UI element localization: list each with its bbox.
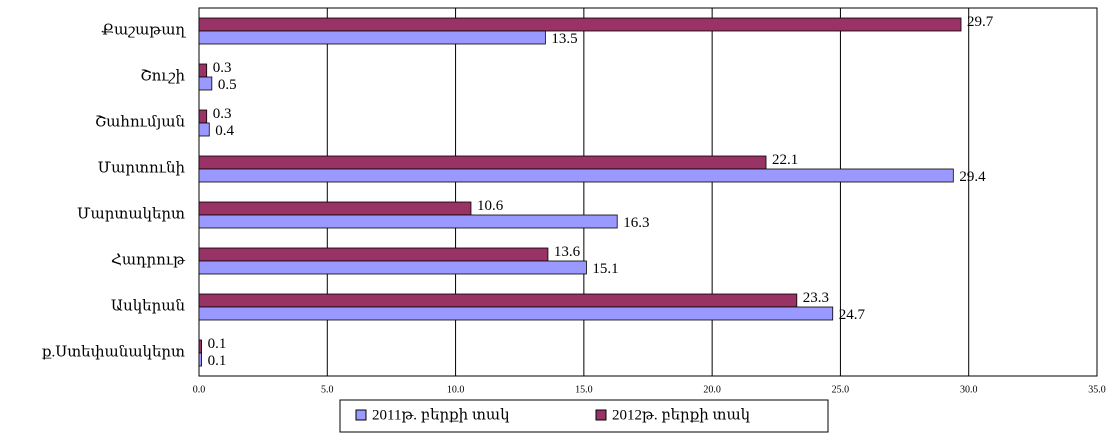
value-label: 10.6: [477, 198, 504, 214]
bar: [198, 214, 618, 229]
bar: [198, 17, 962, 32]
x-tick-label: 0.0: [193, 384, 206, 395]
y-tick-label: Մարտակերտ: [77, 206, 185, 222]
value-label: 24.7: [839, 307, 866, 323]
y-tick-label: Քաշաթաղ: [101, 22, 186, 38]
bar: [198, 339, 202, 354]
bar: [198, 155, 767, 170]
y-tick-label: Շուշի: [140, 68, 185, 84]
x-tick-label: 15.0: [575, 384, 593, 395]
legend-swatch: [595, 409, 607, 421]
value-label: 0.5: [218, 77, 237, 93]
legend-label: 2011թ. բերքի տակ: [372, 407, 510, 423]
value-label: 0.3: [213, 60, 232, 76]
bar: [198, 260, 587, 275]
bar: [198, 352, 202, 367]
bar: [198, 109, 208, 124]
y-tick-label: Մարտունի: [98, 160, 186, 176]
plot-area: [198, 7, 1098, 377]
x-tick-label: 20.0: [703, 384, 721, 395]
x-tick-label: 10.0: [447, 384, 465, 395]
bar: [198, 168, 954, 183]
bar: [198, 122, 210, 137]
value-label: 29.7: [967, 14, 994, 30]
value-label: 0.4: [215, 123, 234, 139]
value-label: 0.3: [213, 106, 232, 122]
bar: [198, 63, 208, 78]
value-label: 22.1: [772, 152, 798, 168]
x-tick-label: 30.0: [960, 384, 978, 395]
x-tick-label: 35.0: [1088, 384, 1106, 395]
value-label: 29.4: [959, 169, 986, 185]
value-label: 16.3: [623, 215, 649, 231]
value-label: 13.6: [554, 244, 581, 260]
y-tick-label: Հադրութ: [111, 252, 186, 268]
bar: [198, 247, 549, 262]
bar: [198, 201, 472, 216]
x-tick-label: 25.0: [832, 384, 850, 395]
y-tick-label: ք.Ստեփանակերտ: [42, 344, 185, 360]
value-label: 13.5: [551, 31, 577, 47]
value-label: 15.1: [592, 261, 618, 277]
bar: [198, 293, 798, 308]
bar: [198, 306, 834, 321]
value-label: 23.3: [803, 290, 829, 306]
value-label: 0.1: [208, 353, 227, 369]
y-tick-label: Շահումյան: [95, 114, 186, 130]
legend: [339, 399, 829, 433]
legend-swatch: [355, 409, 367, 421]
value-label: 0.1: [208, 336, 227, 352]
y-tick-label: Ասկերան: [111, 298, 186, 314]
legend-label: 2012թ. բերքի տակ: [612, 407, 750, 423]
bar: [198, 30, 546, 45]
bar: [198, 76, 213, 91]
x-tick-label: 5.0: [321, 384, 334, 395]
